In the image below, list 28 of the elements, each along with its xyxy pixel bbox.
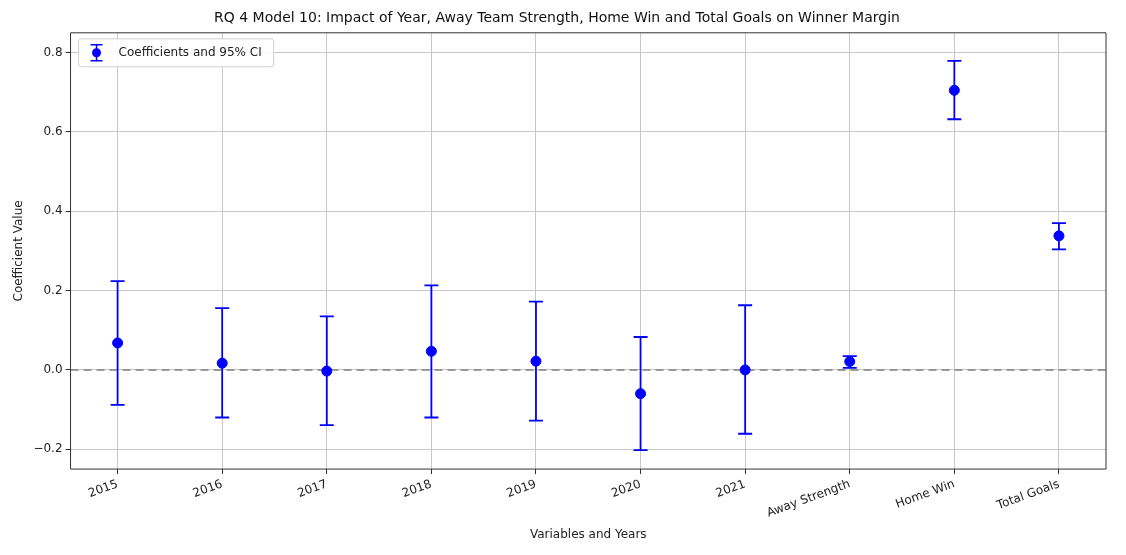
y-tick-label: 0.4 — [43, 203, 63, 218]
y-tick-label: 0.0 — [43, 362, 63, 377]
point — [948, 84, 960, 96]
y-tick-label: 0.2 — [43, 282, 63, 297]
y-tick-label: −0.2 — [33, 441, 63, 456]
x-tick-label: 2018 — [399, 476, 434, 501]
x-tick-label: 2016 — [190, 476, 225, 501]
y-tick-label: 0.8 — [43, 44, 63, 59]
x-tick-label: 2021 — [713, 476, 748, 501]
point — [635, 388, 647, 400]
y-axis-title: Coefficient Value — [11, 200, 26, 302]
x-tick-label: 2017 — [295, 476, 329, 501]
legend-label: Coefficients and 95% CI — [118, 44, 262, 59]
x-tick-label: Home Win — [893, 476, 957, 511]
x-axis-title: Variables and Years — [529, 526, 647, 541]
x-tick-label: 2015 — [86, 476, 120, 501]
point — [530, 355, 542, 367]
x-tick-label: 2020 — [609, 476, 643, 501]
point — [216, 357, 228, 369]
point — [321, 365, 333, 377]
x-tick-label: Total Goals — [993, 476, 1062, 513]
point — [739, 364, 751, 376]
x-tick-label: 2019 — [504, 476, 539, 501]
point — [425, 345, 437, 357]
y-tick-label: 0.6 — [43, 124, 63, 139]
point — [112, 337, 124, 349]
point — [1053, 230, 1065, 242]
chart-title: RQ 4 Model 10: Impact of Year, Away Team Strength, Home Win and Total Goals on Winner Margin — [214, 9, 900, 26]
